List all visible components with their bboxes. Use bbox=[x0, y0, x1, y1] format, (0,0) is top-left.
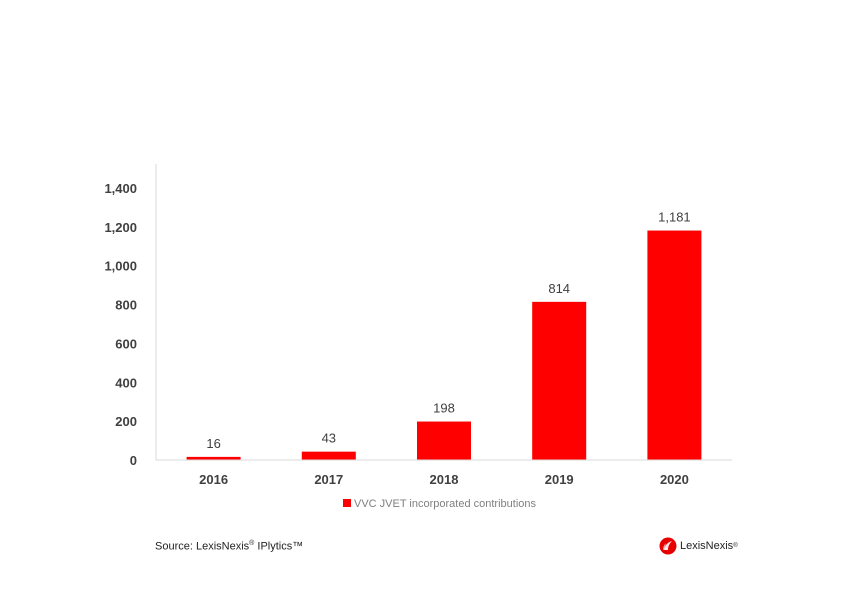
x-axis: 2016 2017 2018 2019 2020 bbox=[156, 459, 732, 487]
lexisnexis-logo-icon bbox=[659, 537, 677, 555]
legend: VVC JVET incorporated contributions bbox=[343, 498, 536, 510]
data-label-2017: 43 bbox=[322, 431, 336, 446]
data-label-2016: 16 bbox=[206, 436, 220, 451]
y-tick-label: 200 bbox=[115, 414, 137, 429]
source-note: Source: LexisNexis® IPlytics™ bbox=[155, 540, 303, 553]
source-label: Source: LexisNexis bbox=[155, 540, 250, 553]
bar-2019 bbox=[532, 301, 587, 460]
y-tick-label: 1,200 bbox=[104, 220, 137, 235]
y-tick-label: 1,400 bbox=[104, 181, 137, 196]
bar-2017 bbox=[301, 451, 356, 460]
bar-2016 bbox=[186, 456, 241, 460]
source-product: IPlytics™ bbox=[257, 540, 304, 553]
y-axis: 0 200 400 600 800 1,000 1,200 1,400 bbox=[104, 164, 157, 468]
x-tick-label-2016: 2016 bbox=[199, 472, 228, 487]
data-label-2019: 814 bbox=[548, 281, 570, 296]
bars: 16 43 198 814 1,181 bbox=[186, 210, 702, 460]
y-tick-label: 0 bbox=[130, 453, 137, 468]
data-label-2020: 1,181 bbox=[658, 210, 691, 225]
y-tick-label: 800 bbox=[115, 298, 137, 313]
y-tick-label: 600 bbox=[115, 336, 137, 351]
legend-swatch bbox=[343, 499, 351, 507]
y-tick-label: 400 bbox=[115, 375, 137, 390]
x-tick-label-2017: 2017 bbox=[314, 472, 343, 487]
data-label-2018: 198 bbox=[433, 401, 455, 416]
x-tick-label-2019: 2019 bbox=[545, 472, 574, 487]
legend-label: VVC JVET incorporated contributions bbox=[354, 498, 536, 510]
logo-registered-mark: ® bbox=[733, 543, 738, 549]
y-tick-label: 1,000 bbox=[104, 259, 137, 274]
lexisnexis-logo: LexisNexis ® bbox=[659, 537, 738, 555]
bar-2020 bbox=[647, 230, 702, 460]
x-tick-label-2018: 2018 bbox=[430, 472, 459, 487]
registered-mark: ® bbox=[249, 540, 255, 547]
x-tick-label-2020: 2020 bbox=[660, 472, 689, 487]
bar-2018 bbox=[417, 421, 471, 460]
logo-text: LexisNexis bbox=[680, 540, 734, 552]
